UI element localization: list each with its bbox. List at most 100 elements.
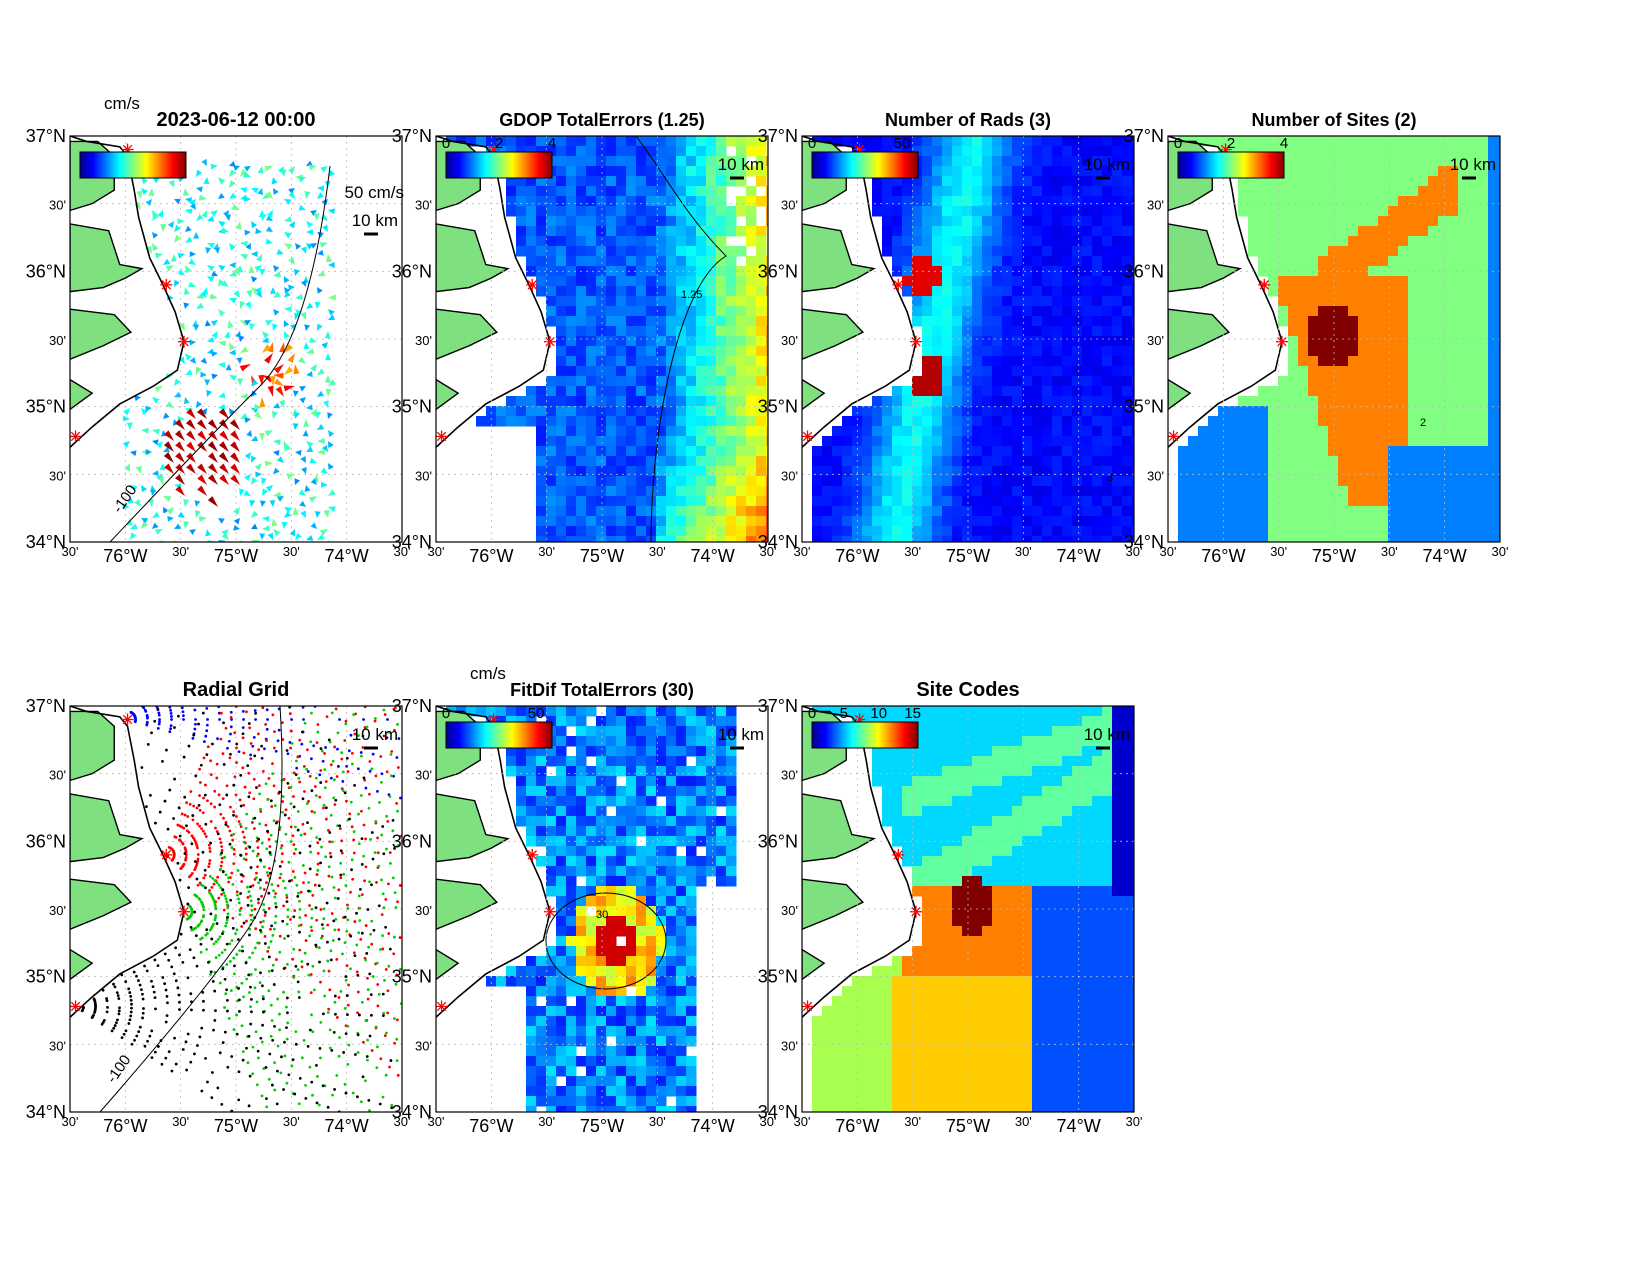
raster-cell	[882, 426, 893, 437]
raster-cell	[1288, 356, 1299, 367]
radial-grid-point	[285, 922, 289, 926]
current-vector	[218, 419, 229, 430]
radial-grid-point	[338, 718, 341, 721]
radial-grid-point	[350, 825, 354, 829]
raster-cell	[1468, 426, 1479, 437]
raster-cell	[676, 296, 687, 307]
current-vector	[267, 532, 273, 540]
radial-grid-point	[252, 735, 256, 739]
raster-cell	[812, 526, 823, 537]
raster-cell	[586, 316, 597, 327]
raster-cell	[1122, 186, 1133, 197]
raster-cell	[1178, 526, 1189, 537]
raster-cell	[566, 516, 577, 527]
raster-cell	[992, 406, 1003, 417]
radial-grid-point	[357, 734, 360, 737]
raster-cell	[1248, 216, 1259, 227]
raster-cell	[1112, 366, 1123, 377]
raster-cell	[1052, 526, 1063, 537]
raster-cell	[1318, 176, 1329, 187]
current-vector	[254, 463, 262, 471]
raster-cell	[1428, 236, 1439, 247]
radial-grid-point	[222, 891, 226, 895]
current-vector	[218, 408, 229, 419]
raster-cell	[766, 416, 768, 427]
raster-cell	[746, 366, 757, 377]
raster-cell	[1448, 256, 1459, 267]
current-vector	[321, 342, 328, 349]
radial-grid-point	[264, 782, 268, 786]
raster-cell	[942, 536, 953, 542]
raster-cell	[992, 266, 1003, 277]
radial-grid-point	[251, 951, 255, 955]
raster-cell	[1448, 186, 1459, 197]
radial-grid-point	[270, 805, 274, 808]
raster-cell	[922, 496, 933, 507]
raster-cell	[912, 216, 923, 227]
raster-cell	[586, 536, 597, 542]
raster-cell	[1092, 186, 1103, 197]
raster-cell	[646, 336, 657, 347]
raster-cell	[1348, 156, 1359, 167]
radial-grid-point	[322, 907, 326, 911]
raster-cell	[922, 506, 933, 517]
raster-cell	[912, 386, 923, 397]
current-vector	[218, 192, 225, 199]
raster-cell	[972, 286, 983, 297]
lat-tick-label: 36°N	[26, 261, 66, 281]
raster-cell	[1112, 326, 1123, 337]
raster-cell	[832, 426, 843, 437]
current-vector	[134, 201, 141, 210]
raster-cell	[992, 476, 1003, 487]
raster-cell	[1032, 306, 1043, 317]
raster-cell	[1122, 536, 1133, 542]
raster-cell	[932, 396, 943, 407]
raster-cell	[1062, 516, 1073, 527]
lon-tick-label: 74°W	[1423, 546, 1467, 566]
radial-grid-point	[217, 953, 221, 957]
radial-grid-point	[229, 989, 233, 992]
raster-cell	[862, 476, 873, 487]
raster-cell	[686, 476, 697, 487]
raster-cell	[1052, 536, 1063, 542]
raster-cell	[736, 336, 747, 347]
radial-grid-point	[230, 939, 234, 942]
raster-cell	[1228, 136, 1239, 147]
raster-cell	[1092, 466, 1103, 477]
raster-cell	[616, 476, 627, 487]
raster-cell	[972, 506, 983, 517]
radial-grid-point	[242, 840, 246, 844]
raster-cell	[556, 386, 567, 397]
raster-cell	[882, 536, 893, 542]
raster-cell	[1488, 146, 1499, 157]
raster-cell	[1488, 466, 1499, 477]
raster-cell	[1478, 406, 1489, 417]
raster-cell	[962, 466, 973, 477]
raster-cell	[1268, 416, 1279, 427]
current-vector	[233, 290, 240, 298]
raster-cell	[756, 226, 767, 237]
raster-cell	[1012, 196, 1023, 207]
raster-cell	[1458, 426, 1469, 437]
raster-cell	[1408, 226, 1419, 237]
raster-cell	[1062, 296, 1073, 307]
raster-cell	[1318, 386, 1329, 397]
raster-cell	[626, 366, 637, 377]
raster-cell	[1418, 136, 1429, 147]
radial-grid-point	[230, 871, 234, 875]
raster-cell	[646, 466, 657, 477]
radial-grid-point	[330, 711, 334, 715]
raster-cell	[1102, 226, 1113, 237]
raster-cell	[666, 506, 677, 517]
raster-cell	[872, 206, 883, 217]
raster-cell	[1428, 466, 1439, 477]
raster-cell	[1238, 396, 1249, 407]
raster-cell	[666, 466, 677, 477]
raster-cell	[1378, 226, 1389, 237]
raster-cell	[596, 216, 607, 227]
raster-cell	[1318, 136, 1329, 147]
raster-cell	[756, 486, 767, 497]
raster-cell	[902, 286, 913, 297]
current-vector	[284, 287, 291, 294]
radial-grid-point	[383, 713, 387, 716]
